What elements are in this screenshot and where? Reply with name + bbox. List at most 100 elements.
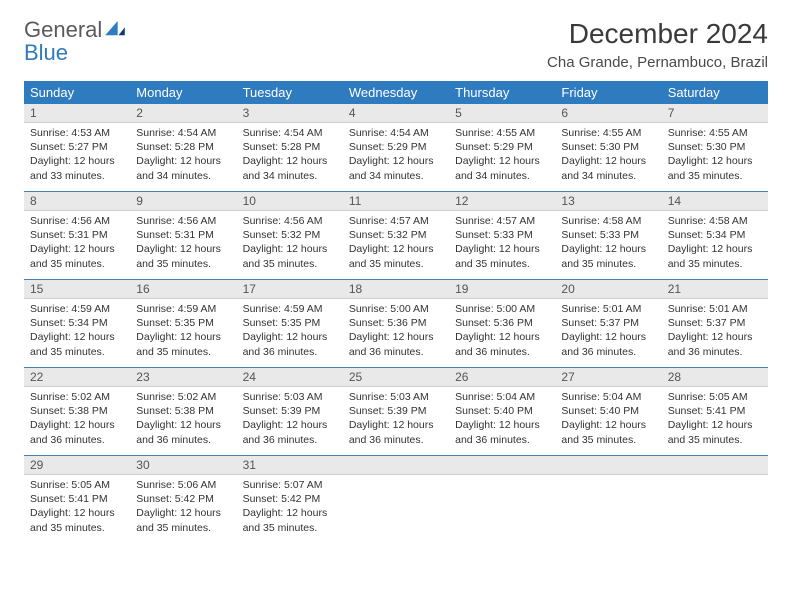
daylight-line: Daylight: 12 hours and 34 minutes. [561,154,655,182]
calendar-cell: 20Sunrise: 5:01 AMSunset: 5:37 PMDayligh… [555,280,661,368]
sunset-line: Sunset: 5:35 PM [136,316,230,330]
day-number [662,456,768,474]
weekday-header: Monday [130,81,236,104]
calendar-cell: 21Sunrise: 5:01 AMSunset: 5:37 PMDayligh… [662,280,768,368]
calendar-cell: 24Sunrise: 5:03 AMSunset: 5:39 PMDayligh… [237,368,343,456]
sunrise-line: Sunrise: 4:59 AM [30,302,124,316]
calendar-cell: 27Sunrise: 5:04 AMSunset: 5:40 PMDayligh… [555,368,661,456]
sunrise-line: Sunrise: 4:59 AM [243,302,337,316]
day-number: 11 [343,192,449,210]
calendar-cell [449,456,555,544]
day-body: Sunrise: 5:03 AMSunset: 5:39 PMDaylight:… [237,387,343,451]
sunset-line: Sunset: 5:39 PM [349,404,443,418]
sunset-line: Sunset: 5:30 PM [561,140,655,154]
day-body: Sunrise: 4:55 AMSunset: 5:30 PMDaylight:… [662,123,768,187]
calendar-cell: 28Sunrise: 5:05 AMSunset: 5:41 PMDayligh… [662,368,768,456]
sunset-line: Sunset: 5:39 PM [243,404,337,418]
day-number: 28 [662,368,768,386]
daylight-line: Daylight: 12 hours and 36 minutes. [136,418,230,446]
calendar-cell: 1Sunrise: 4:53 AMSunset: 5:27 PMDaylight… [24,104,130,192]
sunrise-line: Sunrise: 5:01 AM [561,302,655,316]
day-body: Sunrise: 5:04 AMSunset: 5:40 PMDaylight:… [555,387,661,451]
calendar-cell: 22Sunrise: 5:02 AMSunset: 5:38 PMDayligh… [24,368,130,456]
daylight-line: Daylight: 12 hours and 36 minutes. [243,330,337,358]
calendar-cell: 17Sunrise: 4:59 AMSunset: 5:35 PMDayligh… [237,280,343,368]
daylight-line: Daylight: 12 hours and 36 minutes. [349,418,443,446]
sunrise-line: Sunrise: 4:53 AM [30,126,124,140]
daylight-line: Daylight: 12 hours and 35 minutes. [668,418,762,446]
sunrise-line: Sunrise: 4:58 AM [668,214,762,228]
calendar-cell: 19Sunrise: 5:00 AMSunset: 5:36 PMDayligh… [449,280,555,368]
day-body: Sunrise: 5:02 AMSunset: 5:38 PMDaylight:… [130,387,236,451]
sunset-line: Sunset: 5:34 PM [30,316,124,330]
calendar-cell: 2Sunrise: 4:54 AMSunset: 5:28 PMDaylight… [130,104,236,192]
day-number: 30 [130,456,236,474]
sunrise-line: Sunrise: 4:57 AM [349,214,443,228]
sunset-line: Sunset: 5:40 PM [455,404,549,418]
sunrise-line: Sunrise: 5:06 AM [136,478,230,492]
calendar-cell: 11Sunrise: 4:57 AMSunset: 5:32 PMDayligh… [343,192,449,280]
daylight-line: Daylight: 12 hours and 34 minutes. [349,154,443,182]
day-number: 13 [555,192,661,210]
sunset-line: Sunset: 5:35 PM [243,316,337,330]
sunset-line: Sunset: 5:36 PM [349,316,443,330]
sunset-line: Sunset: 5:42 PM [136,492,230,506]
sunrise-line: Sunrise: 5:03 AM [349,390,443,404]
sunrise-line: Sunrise: 5:02 AM [136,390,230,404]
day-body: Sunrise: 4:54 AMSunset: 5:28 PMDaylight:… [237,123,343,187]
sunset-line: Sunset: 5:37 PM [561,316,655,330]
day-body: Sunrise: 5:03 AMSunset: 5:39 PMDaylight:… [343,387,449,451]
calendar-cell: 25Sunrise: 5:03 AMSunset: 5:39 PMDayligh… [343,368,449,456]
calendar-cell [555,456,661,544]
sunset-line: Sunset: 5:28 PM [136,140,230,154]
sunrise-line: Sunrise: 4:59 AM [136,302,230,316]
weekday-header: Saturday [662,81,768,104]
sunset-line: Sunset: 5:28 PM [243,140,337,154]
sunset-line: Sunset: 5:38 PM [30,404,124,418]
day-body: Sunrise: 4:53 AMSunset: 5:27 PMDaylight:… [24,123,130,187]
calendar-cell: 10Sunrise: 4:56 AMSunset: 5:32 PMDayligh… [237,192,343,280]
day-number: 16 [130,280,236,298]
daylight-line: Daylight: 12 hours and 35 minutes. [136,330,230,358]
day-number: 20 [555,280,661,298]
daylight-line: Daylight: 12 hours and 35 minutes. [561,418,655,446]
daylight-line: Daylight: 12 hours and 36 minutes. [455,330,549,358]
sunset-line: Sunset: 5:31 PM [136,228,230,242]
daylight-line: Daylight: 12 hours and 35 minutes. [136,506,230,534]
weekday-header: Friday [555,81,661,104]
title-block: December 2024 Cha Grande, Pernambuco, Br… [547,18,768,71]
sunrise-line: Sunrise: 4:56 AM [136,214,230,228]
day-number: 2 [130,104,236,122]
day-number: 24 [237,368,343,386]
day-body: Sunrise: 4:57 AMSunset: 5:32 PMDaylight:… [343,211,449,275]
day-number: 19 [449,280,555,298]
day-number: 27 [555,368,661,386]
sunrise-line: Sunrise: 5:07 AM [243,478,337,492]
calendar-cell: 7Sunrise: 4:55 AMSunset: 5:30 PMDaylight… [662,104,768,192]
sunrise-line: Sunrise: 5:05 AM [668,390,762,404]
day-number: 9 [130,192,236,210]
day-number [555,456,661,474]
calendar-cell: 12Sunrise: 4:57 AMSunset: 5:33 PMDayligh… [449,192,555,280]
sunrise-line: Sunrise: 4:54 AM [349,126,443,140]
sunrise-line: Sunrise: 5:05 AM [30,478,124,492]
day-number [343,456,449,474]
day-number: 8 [24,192,130,210]
day-number: 10 [237,192,343,210]
calendar-cell: 31Sunrise: 5:07 AMSunset: 5:42 PMDayligh… [237,456,343,544]
sunset-line: Sunset: 5:27 PM [30,140,124,154]
sunset-line: Sunset: 5:42 PM [243,492,337,506]
daylight-line: Daylight: 12 hours and 36 minutes. [243,418,337,446]
calendar-cell: 13Sunrise: 4:58 AMSunset: 5:33 PMDayligh… [555,192,661,280]
calendar-cell: 4Sunrise: 4:54 AMSunset: 5:29 PMDaylight… [343,104,449,192]
day-number: 21 [662,280,768,298]
sunset-line: Sunset: 5:30 PM [668,140,762,154]
weekday-header: Thursday [449,81,555,104]
weekday-header: Sunday [24,81,130,104]
day-body: Sunrise: 5:01 AMSunset: 5:37 PMDaylight:… [662,299,768,363]
sunrise-line: Sunrise: 4:55 AM [455,126,549,140]
day-body: Sunrise: 4:59 AMSunset: 5:34 PMDaylight:… [24,299,130,363]
calendar-table: SundayMondayTuesdayWednesdayThursdayFrid… [24,81,768,544]
daylight-line: Daylight: 12 hours and 35 minutes. [243,506,337,534]
day-body: Sunrise: 5:07 AMSunset: 5:42 PMDaylight:… [237,475,343,539]
